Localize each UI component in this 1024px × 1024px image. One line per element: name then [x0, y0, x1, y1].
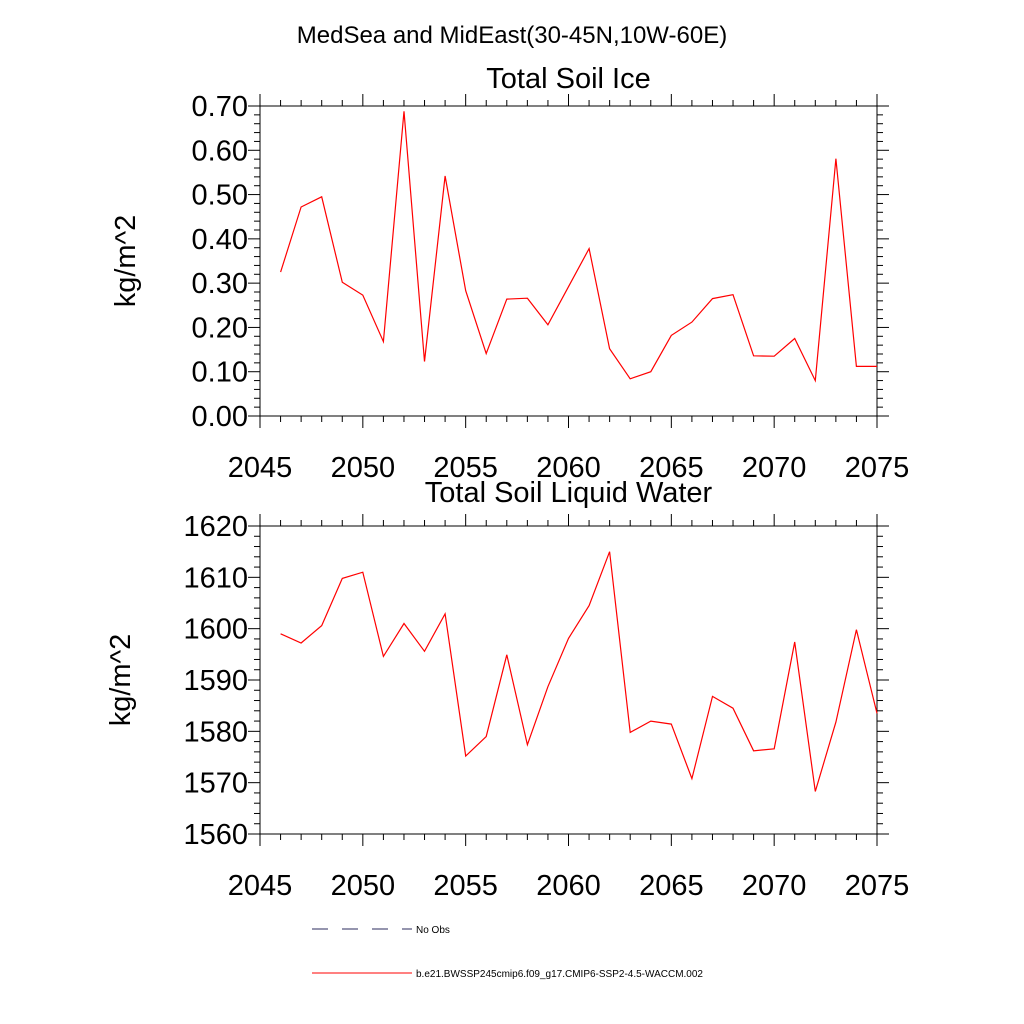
legend-label: b.e21.BWSSP245cmip6.f09_g17.CMIP6-SSP2-4…: [416, 969, 703, 980]
x-tick-label: 2075: [845, 870, 910, 902]
series-line-1: [280, 111, 877, 383]
plot-frame: [259, 105, 878, 417]
x-tick-label: 2065: [639, 452, 704, 484]
chart-1: Total Soil Ice kg/m^2 2045 2050 2055 2060 2065…: [110, 63, 909, 484]
y-tick-label: 0.20: [192, 312, 248, 344]
y-tick-label: 1610: [183, 562, 248, 594]
y-tick-label: 0.70: [192, 91, 248, 123]
x-tick-label: 2065: [639, 870, 704, 902]
y-tick-label: 1600: [183, 614, 248, 646]
x-tick-label: 2075: [845, 452, 910, 484]
y-axis-label: kg/m^2: [105, 634, 137, 727]
y-tick-label: 0.60: [192, 135, 248, 167]
x-tick-label: 2055: [433, 452, 498, 484]
chart-title: Total Soil Ice: [486, 63, 650, 95]
y-tick-label: 0.50: [192, 180, 248, 212]
y-tick-label: 1570: [183, 768, 248, 800]
x-tick-label: 2050: [331, 870, 396, 902]
x-tick-label: 2060: [536, 870, 601, 902]
chart-2: Total Soil Liquid Water kg/m^2 2045 2050 205…: [105, 477, 909, 902]
legend-entry-1: No Obs: [312, 925, 450, 936]
y-tick-label: 1560: [183, 819, 248, 851]
legend-entry-2: b.e21.BWSSP245cmip6.f09_g17.CMIP6-SSP2-4…: [312, 969, 703, 980]
x-tick-label: 2045: [228, 870, 293, 902]
x-tick-label: 2055: [433, 870, 498, 902]
plot-frame: [259, 525, 878, 835]
y-axis-label: kg/m^2: [110, 215, 142, 308]
x-tick-label: 2060: [536, 452, 601, 484]
x-tick-label: 2045: [228, 452, 293, 484]
chart-title: Total Soil Liquid Water: [425, 477, 713, 509]
y-tick-label: 1590: [183, 665, 248, 697]
series-line-1: [280, 551, 878, 792]
y-tick-label: 1580: [183, 716, 248, 748]
y-tick-label: 0.00: [192, 401, 248, 433]
legend-label: No Obs: [416, 925, 450, 936]
y-tick-label: 1620: [183, 511, 248, 543]
figure-title: MedSea and MidEast(30-45N,10W-60E): [297, 22, 727, 49]
y-tick-label: 0.30: [192, 268, 248, 300]
x-tick-label: 2070: [742, 870, 807, 902]
y-tick-label: 0.10: [192, 357, 248, 389]
legend: No Obs b.e21.BWSSP245cmip6.f09_g17.CMIP6-…: [312, 925, 703, 980]
y-tick-label: 0.40: [192, 224, 248, 256]
x-tick-label: 2050: [331, 452, 396, 484]
x-tick-label: 2070: [742, 452, 807, 484]
